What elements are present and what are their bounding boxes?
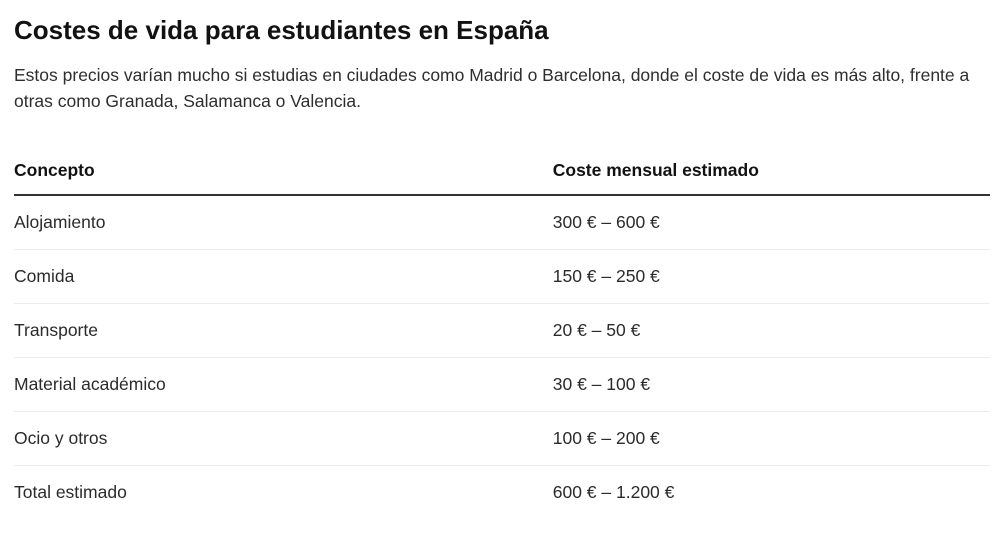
table-row: Ocio y otros 100 € – 200 € — [14, 411, 990, 466]
page-title: Costes de vida para estudiantes en Españ… — [14, 15, 549, 45]
concept-cell: Ocio y otros — [14, 411, 553, 466]
cost-cell: 150 € – 250 € — [552, 249, 990, 304]
cost-table: Concepto Coste mensual estimado Alojamie… — [14, 159, 990, 519]
concept-cell: Alojamiento — [14, 194, 553, 250]
cost-cell: 20 € – 50 € — [552, 303, 990, 358]
cost-cell: 600 € – 1.200 € — [552, 481, 675, 502]
concept-cell: Transporte — [14, 303, 553, 358]
table-row: Total estimado 600 € – 1.200 € — [14, 465, 990, 519]
article-description: Estos precios varían mucho si estudias e… — [14, 64, 970, 111]
column-header-concept: Concepto — [14, 159, 553, 196]
table-row: Comida 150 € – 250 € — [14, 249, 990, 304]
cost-cell: 300 € – 600 € — [552, 194, 990, 250]
cost-cell: 100 € – 200 € — [552, 411, 990, 466]
table-row: Transporte 20 € – 50 € — [14, 303, 990, 358]
table-row: Material académico 30 € – 100 € — [14, 357, 990, 412]
article-container: Costes de vida para estudiantes en Españ… — [14, 15, 990, 519]
concept-cell: Material académico — [14, 357, 553, 412]
concept-cell: Comida — [14, 249, 553, 304]
concept-cell: Total estimado — [14, 481, 127, 502]
column-header-cost: Coste mensual estimado — [552, 159, 990, 196]
table-header-row: Concepto Coste mensual estimado — [14, 159, 990, 196]
table-row: Alojamiento 300 € – 600 € — [14, 194, 990, 250]
cost-cell: 30 € – 100 € — [552, 357, 990, 412]
